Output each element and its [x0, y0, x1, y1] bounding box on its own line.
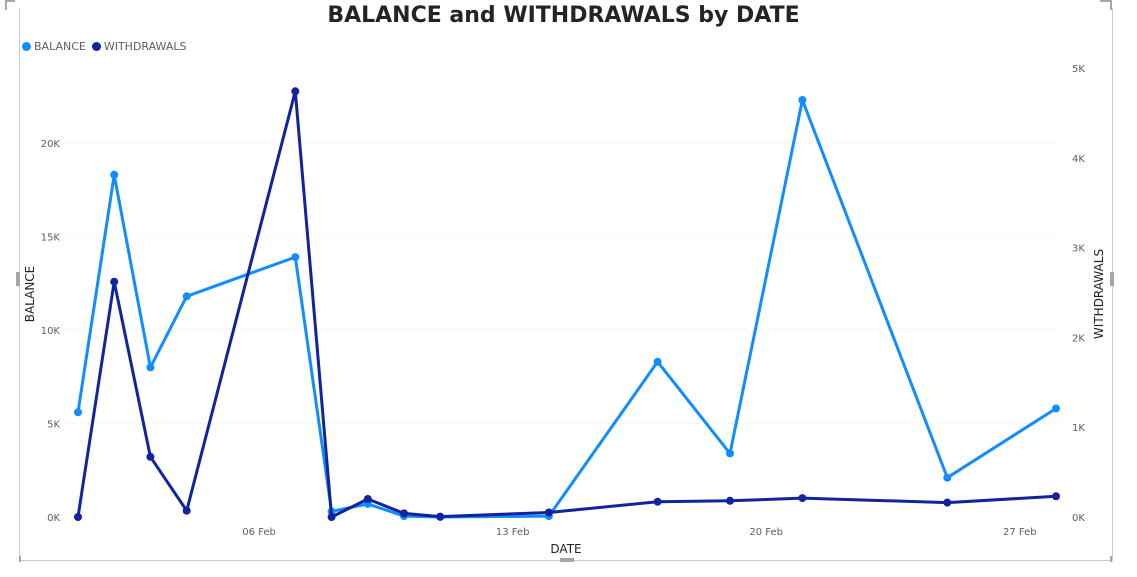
left-axis-title: BALANCE — [23, 266, 37, 323]
series-layer — [74, 87, 1060, 521]
balance-line — [76, 98, 1058, 519]
balance-point[interactable] — [74, 408, 82, 417]
withdrawals-point[interactable] — [653, 497, 662, 506]
left-tick-label: 0K — [47, 513, 60, 524]
balance-point[interactable] — [943, 473, 952, 482]
withdrawals-point[interactable] — [291, 87, 300, 96]
left-tick-label: 15K — [41, 233, 61, 244]
gridlines — [60, 142, 1060, 424]
legend-label-balance: BALANCE — [34, 40, 86, 53]
withdrawals-point[interactable] — [146, 452, 155, 461]
right-tick-label: 1K — [1072, 423, 1085, 434]
balance-point[interactable] — [653, 357, 662, 366]
right-tick-label: 4K — [1072, 154, 1085, 165]
chart-title: BALANCE and WITHDRAWALS by DATE — [327, 3, 800, 28]
right-axis-title: WITHDRAWALS — [1092, 249, 1106, 339]
legend-marker-balance — [22, 42, 31, 51]
balance-point[interactable] — [1052, 404, 1060, 413]
withdrawals-point[interactable] — [110, 277, 119, 286]
withdrawals-point[interactable] — [74, 513, 82, 521]
x-tick-label: 13 Feb — [496, 527, 530, 538]
right-axis-ticks: 0K 1K 2K 3K 4K 5K — [1072, 64, 1085, 524]
right-tick-label: 2K — [1072, 333, 1085, 344]
x-tick-label: 06 Feb — [242, 527, 276, 538]
resize-handle-top-right[interactable] — [1100, 0, 1112, 2]
withdrawals-point[interactable] — [363, 495, 372, 503]
balance-point[interactable] — [146, 363, 155, 372]
chart-legend: BALANCE WITHDRAWALS — [22, 40, 192, 53]
left-tick-label: 10K — [41, 326, 61, 337]
withdrawals-point[interactable] — [400, 509, 408, 518]
series-withdrawals — [74, 87, 1060, 521]
resize-handle-bottom-mid[interactable] — [560, 558, 574, 562]
resize-handle-top-left[interactable] — [5, 0, 15, 2]
x-axis-title: DATE — [550, 542, 581, 556]
withdrawals-point[interactable] — [436, 512, 445, 521]
withdrawals-point[interactable] — [182, 506, 191, 515]
left-axis-ticks: 0K 5K 10K 15K 20K — [41, 139, 61, 524]
x-tick-label: 27 Feb — [1003, 527, 1037, 538]
withdrawals-point[interactable] — [798, 494, 807, 503]
x-axis-ticks: 06 Feb 13 Feb 20 Feb 27 Feb — [242, 527, 1036, 538]
withdrawals-point[interactable] — [726, 496, 734, 505]
resize-handle-left-mid[interactable] — [16, 272, 20, 286]
balance-point[interactable] — [726, 449, 734, 458]
resize-handle-top-right-v[interactable] — [1110, 0, 1112, 10]
resize-handle-bottom-right[interactable] — [1110, 556, 1112, 562]
resize-handle-bottom-left[interactable] — [19, 556, 21, 562]
withdrawals-point[interactable] — [943, 498, 952, 507]
right-tick-label: 0K — [1072, 513, 1085, 524]
balance-point[interactable] — [798, 96, 807, 104]
resize-handle-top-left-v[interactable] — [5, 0, 7, 10]
balance-point[interactable] — [291, 253, 300, 262]
withdrawals-line — [76, 89, 1058, 519]
series-balance — [74, 96, 1060, 521]
left-tick-label: 20K — [41, 139, 61, 150]
legend-item-withdrawals[interactable]: WITHDRAWALS — [91, 40, 187, 53]
balance-point[interactable] — [182, 292, 191, 301]
withdrawals-point[interactable] — [544, 508, 553, 517]
right-tick-label: 5K — [1072, 64, 1085, 75]
right-tick-label: 3K — [1072, 244, 1085, 255]
legend-label-withdrawals: WITHDRAWALS — [103, 40, 187, 53]
legend-item-balance[interactable]: BALANCE — [22, 40, 86, 53]
left-tick-label: 5K — [47, 420, 60, 431]
withdrawals-point[interactable] — [327, 513, 336, 521]
withdrawals-point[interactable] — [1052, 492, 1060, 501]
balance-point[interactable] — [110, 170, 119, 179]
x-tick-label: 20 Feb — [749, 527, 783, 538]
legend-marker-withdrawals — [91, 42, 101, 51]
resize-handle-right-mid[interactable] — [1110, 272, 1114, 286]
